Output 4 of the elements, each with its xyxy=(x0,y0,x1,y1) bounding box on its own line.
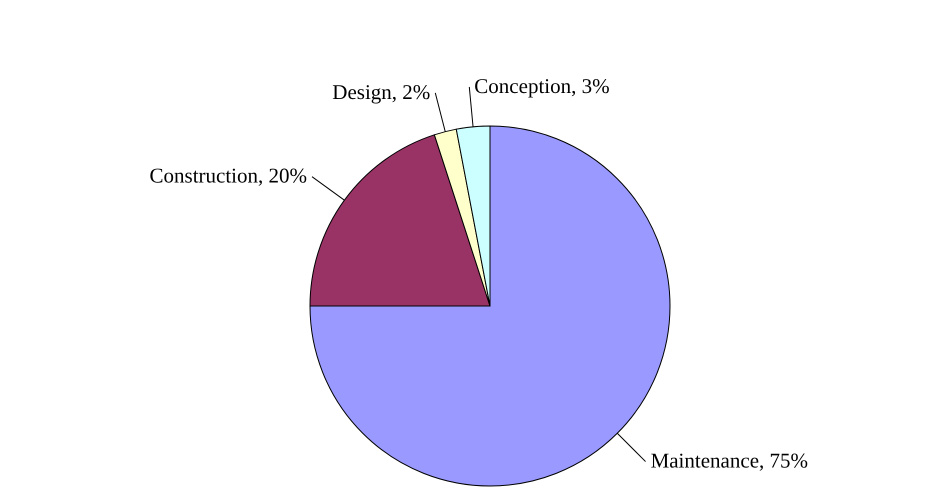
slice-label: Conception, 3% xyxy=(474,74,610,98)
slice-label: Construction, 20% xyxy=(150,164,308,188)
slice-label: Maintenance, 75% xyxy=(650,448,808,473)
slice-label: Design, 2% xyxy=(332,80,430,104)
